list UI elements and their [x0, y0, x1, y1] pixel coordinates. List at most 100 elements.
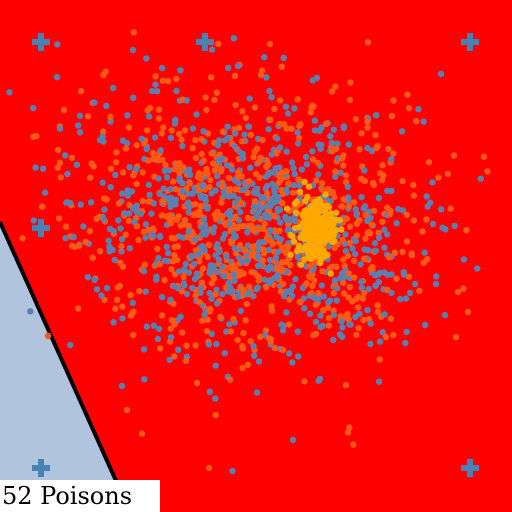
- point-class-b: [30, 133, 37, 140]
- point-class-a: [437, 70, 445, 78]
- point-class-b: [116, 259, 124, 266]
- point-class-a: [215, 256, 222, 263]
- point-class-b: [337, 313, 344, 320]
- point-class-a: [263, 203, 271, 210]
- point-class-a: [73, 161, 81, 168]
- point-class-a: [70, 233, 77, 240]
- point-class-b: [177, 222, 185, 229]
- point-class-b: [205, 464, 213, 472]
- point-class-b: [143, 127, 151, 134]
- point-class-b: [346, 96, 354, 104]
- point-class-a: [393, 220, 400, 227]
- poison-point: [331, 237, 338, 245]
- point-class-a: [107, 184, 114, 191]
- point-class-b: [340, 256, 347, 263]
- point-class-a: [141, 376, 148, 383]
- point-class-b: [218, 199, 225, 206]
- point-class-b: [55, 215, 63, 222]
- point-class-a: [118, 236, 126, 243]
- point-class-a: [266, 226, 274, 234]
- point-class-a: [411, 280, 419, 288]
- point-class-b: [217, 313, 224, 321]
- point-class-a: [299, 284, 307, 292]
- point-class-b: [277, 265, 285, 272]
- point-class-b: [297, 299, 304, 306]
- point-class-a: [215, 157, 222, 164]
- point-class-b: [87, 174, 94, 181]
- point-class-a: [344, 183, 351, 190]
- point-class-b: [325, 314, 333, 322]
- point-class-a: [298, 166, 306, 173]
- point-class-b: [268, 303, 275, 310]
- point-class-b: [185, 233, 192, 241]
- point-class-a: [143, 323, 151, 330]
- point-class-a: [210, 229, 217, 236]
- point-class-a: [53, 73, 61, 81]
- point-class-a: [197, 289, 204, 296]
- point-class-a: [212, 362, 219, 369]
- point-class-a: [397, 295, 404, 303]
- point-class-b: [306, 263, 314, 270]
- point-class-b: [390, 331, 397, 339]
- plus-marker-icon: [32, 459, 50, 477]
- point-class-a: [283, 309, 290, 316]
- point-class-b: [149, 150, 157, 157]
- point-class-a: [225, 64, 232, 72]
- point-class-a: [186, 171, 194, 178]
- point-class-a: [375, 194, 383, 202]
- point-class-a: [285, 288, 292, 295]
- poison-point: [302, 197, 309, 205]
- point-class-a: [129, 46, 137, 54]
- point-class-b: [484, 168, 491, 175]
- point-class-b: [288, 125, 295, 132]
- point-class-b: [379, 218, 386, 225]
- point-class-a: [239, 259, 246, 266]
- point-class-b: [242, 317, 249, 324]
- point-class-b: [171, 252, 178, 259]
- poison-point: [336, 217, 344, 224]
- point-class-a: [327, 133, 334, 140]
- point-class-a: [145, 181, 153, 189]
- point-class-a: [339, 333, 346, 340]
- point-class-b: [386, 211, 394, 218]
- point-class-b: [309, 156, 317, 163]
- point-class-a: [356, 310, 363, 318]
- poison-point: [316, 231, 323, 239]
- point-class-b: [387, 315, 394, 322]
- point-class-a: [212, 187, 219, 194]
- point-class-a: [211, 224, 218, 231]
- point-class-b: [96, 248, 104, 255]
- point-class-b: [359, 295, 367, 302]
- point-class-a: [156, 190, 163, 198]
- point-class-a: [62, 234, 69, 242]
- point-class-b: [279, 280, 287, 288]
- point-class-b: [174, 160, 181, 168]
- point-class-a: [291, 105, 298, 112]
- point-class-b: [158, 312, 166, 319]
- point-class-a: [193, 111, 200, 118]
- point-class-a: [179, 187, 186, 195]
- point-class-b: [358, 175, 365, 183]
- point-class-b: [247, 131, 254, 138]
- point-class-a: [280, 54, 287, 61]
- point-class-a: [261, 276, 268, 283]
- point-class-a: [406, 289, 414, 296]
- point-class-b: [408, 250, 415, 257]
- point-class-a: [333, 297, 340, 304]
- point-class-a: [342, 231, 349, 238]
- point-class-a: [318, 124, 325, 131]
- point-class-b: [342, 381, 350, 389]
- point-class-a: [213, 242, 220, 250]
- point-class-a: [39, 165, 47, 172]
- point-class-a: [148, 210, 155, 217]
- point-class-a: [338, 318, 345, 325]
- point-class-a: [225, 193, 233, 200]
- point-class-a: [179, 142, 186, 150]
- point-class-b: [277, 288, 285, 295]
- poison-point: [312, 251, 319, 258]
- poison-point: [290, 238, 298, 245]
- point-class-b: [303, 280, 310, 287]
- point-class-b: [184, 222, 192, 230]
- point-class-a: [250, 189, 257, 196]
- point-class-a: [32, 164, 39, 171]
